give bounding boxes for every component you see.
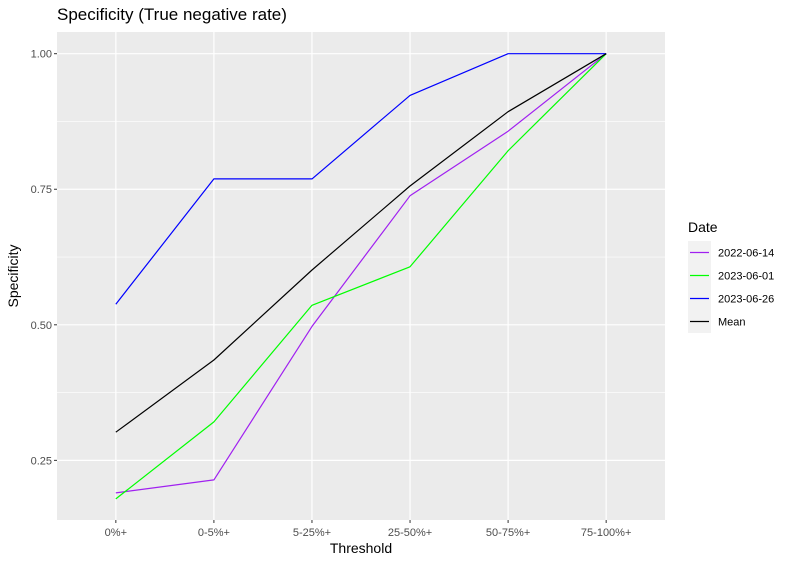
legend-label-0: 2022-06-14 (718, 248, 774, 260)
legend-label-1: 2023-06-01 (718, 271, 774, 283)
y-axis-title: Specificity (5, 244, 21, 307)
grid-major (57, 32, 665, 520)
series-line-2022-06-14 (115, 53, 607, 494)
x-tick-label-1: 0-5%+ (198, 527, 230, 539)
series-lines (115, 53, 607, 500)
series-line-2023-06-26 (115, 53, 607, 305)
y-tick-label-0: 0.25 (31, 455, 52, 467)
y-tick-label-1: 0.50 (31, 320, 52, 332)
x-tick-label-0: 0%+ (105, 527, 127, 539)
legend-label-3: Mean (718, 317, 746, 329)
x-axis-title: Threshold (330, 540, 392, 556)
x-tick-label-2: 5-25%+ (293, 527, 331, 539)
series-line-mean (115, 53, 607, 433)
series-line-2023-06-01 (115, 53, 607, 500)
y-tick-label-3: 1.00 (31, 49, 52, 61)
legend-label-2: 2023-06-26 (718, 294, 774, 306)
y-tick-label-2: 0.75 (31, 184, 52, 196)
legend-title: Date (688, 219, 718, 235)
x-tick-label-3: 25-50%+ (388, 527, 432, 539)
x-tick-label-5: 75-100%+ (581, 527, 631, 539)
chart-title: Specificity (True negative rate) (57, 5, 287, 24)
grid-minor (57, 121, 665, 393)
y-axis: 0.25 0.50 0.75 1.00 (31, 49, 57, 467)
x-axis: 0%+ 0-5%+ 5-25%+ 25-50%+ 50-75%+ 75-100%+ (105, 520, 631, 539)
x-tick-label-4: 50-75%+ (486, 527, 530, 539)
plot-panel (57, 32, 665, 520)
legend: Date 2022-06-14 2023-06-01 2023-06-26 Mean (688, 219, 774, 333)
